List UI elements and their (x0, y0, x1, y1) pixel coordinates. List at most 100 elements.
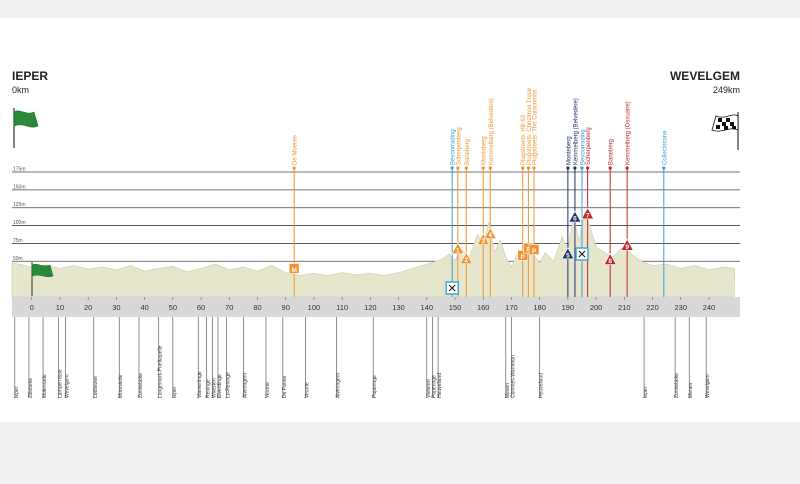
place-name: Lo-Reninge (225, 372, 231, 398)
altitude-label: 100m (13, 220, 26, 226)
place-name: Woesten (211, 378, 217, 398)
climb-line-cap (662, 166, 666, 170)
place-name: Langemark-Poelkapelle (158, 345, 164, 398)
top-band (0, 0, 800, 18)
climb-badge (288, 263, 300, 274)
place-name: Alveringem (335, 373, 341, 398)
flags (13, 108, 739, 296)
place-name: Vleteren (426, 379, 432, 398)
climb-name: Baneberg (465, 139, 471, 165)
place-name: Zonnebeke (674, 373, 680, 398)
distance-tick-label: 0 (30, 303, 34, 312)
distance-tick-label: 30 (112, 303, 120, 312)
climb-badge (603, 252, 617, 265)
climb-name: De Moeren (293, 135, 299, 165)
climb-badge-label: 1 (456, 247, 460, 254)
finish-name: WEVELGEM (669, 69, 740, 83)
distance-tick-label: 180 (533, 303, 546, 312)
climb-badge (483, 227, 497, 239)
place-name: Vlamertinge (197, 371, 203, 398)
distance-tick-label: 90 (282, 303, 290, 312)
distance-tick-label: 170 (505, 303, 518, 312)
climb-badge-label: 3 (481, 238, 485, 245)
climb-name: Monteberg (482, 136, 488, 165)
place-name: Heuvelland (437, 373, 443, 398)
distance-tick-label: 10 (56, 303, 64, 312)
place-name: Zonnebeke (138, 373, 144, 398)
distance-tick-label: 220 (646, 303, 659, 312)
distance-tick-label: 200 (590, 303, 603, 312)
terrain-layer (11, 211, 735, 298)
distance-tick-label: 190 (562, 303, 575, 312)
place-name: Poperinge (372, 375, 378, 398)
climb-line-cap (580, 166, 584, 170)
climb-line-cap (532, 166, 536, 170)
altitude-grid: 175m 150m 125m 100m 75m 50m (12, 167, 740, 262)
place-name: Alveringem (242, 373, 248, 398)
supply-marker-cross (448, 284, 456, 292)
axis-band (12, 297, 740, 317)
climb-line-cap (573, 166, 577, 170)
climb-badge-label: 5 (566, 252, 570, 259)
altitude-label: 50m (13, 256, 23, 262)
checkered-flag-icon (711, 112, 739, 150)
place-name: Mesen (505, 383, 511, 398)
climb-line-cap (450, 166, 454, 170)
place-name: Zillebeke (28, 378, 34, 398)
place-name: Ieper (643, 386, 649, 398)
place-name: Comines-Warneton (510, 355, 516, 398)
climb-badge (581, 207, 595, 220)
climb-name: Plugstreets: Hill 63 (521, 114, 527, 165)
place-name: Moorslede (118, 374, 124, 398)
distance-tick-label: 120 (364, 303, 377, 312)
distance-tick-label: 20 (84, 303, 92, 312)
place-name: Lampernisse (58, 369, 64, 398)
climb-badge (561, 247, 575, 260)
climb-name: Scherpenberg (586, 127, 592, 165)
place-name: Molenrade (42, 374, 48, 398)
place-name: Veurne (304, 382, 310, 398)
place-name: Heuvelland (539, 373, 545, 398)
place-name: Veurne (265, 382, 271, 398)
climb-line-cap (481, 166, 485, 170)
climb-badge-label: 7 (586, 212, 590, 219)
climb-badge-label: 9 (625, 244, 629, 251)
terrain-area (11, 211, 735, 298)
distance-tick-label: 70 (225, 303, 233, 312)
finish-distance: 249km (712, 85, 740, 95)
climb-line-cap (625, 166, 629, 170)
start-distance: 0km (12, 85, 30, 95)
altitude-label: 125m (13, 202, 26, 208)
distance-tick-label: 210 (618, 303, 631, 312)
climb-line-cap (526, 166, 530, 170)
place-name: Poperinge (431, 375, 437, 398)
climb-badge-label: P (526, 247, 531, 254)
distance-tick-label: 80 (253, 303, 261, 312)
climb-name: Kemmelberg (Belvedère) (489, 98, 495, 165)
climb-name: Plugstreets: Christmas Truce (527, 87, 533, 165)
climb-line-cap (464, 166, 468, 170)
climb-badge-label: 8 (608, 258, 612, 265)
place-name: Elverdinge (217, 374, 223, 398)
altitude-label: 175m (13, 167, 26, 173)
start-name: IEPER (12, 69, 49, 83)
altitude-label: 75m (13, 238, 23, 244)
distance-tick-label: 150 (449, 303, 462, 312)
place-name: De Panne (282, 376, 288, 398)
start-flag-icon (13, 108, 39, 148)
climb-badge (620, 238, 634, 251)
climb-name: Bevoorrading (451, 129, 457, 165)
climb-line-cap (292, 166, 296, 170)
climb-badge-label: 6 (573, 216, 577, 223)
distance-tick-label: 130 (392, 303, 405, 312)
climb-badge (451, 242, 465, 255)
altitude-label: 150m (13, 184, 26, 190)
distance-tick-label: 100 (308, 303, 321, 312)
supply-marker-cross (578, 250, 586, 258)
climb-badge-label: P (532, 248, 537, 255)
place-name: Menen (688, 382, 694, 398)
climb-badge (459, 251, 473, 264)
